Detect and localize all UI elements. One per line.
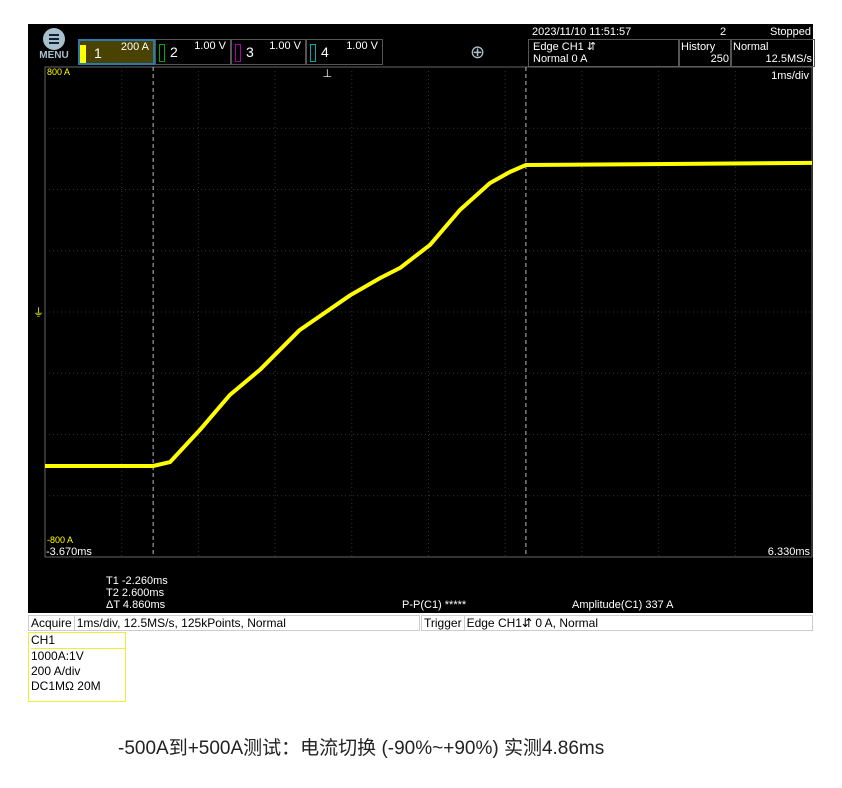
- waveform-ch1: [45, 160, 813, 468]
- menu-icon: [43, 28, 65, 50]
- channel-2-button[interactable]: 2 1.00 V: [155, 39, 231, 65]
- x-right-label: 6.330ms: [767, 546, 810, 558]
- channel-4-button[interactable]: 4 1.00 V: [306, 39, 383, 65]
- trigger-position-marker: ⊥: [322, 68, 332, 80]
- waveform-plot: ⏚⊥: [33, 66, 813, 558]
- menu-button[interactable]: MENU: [36, 28, 72, 66]
- measure-amplitude: Amplitude(C1) 337 A: [572, 599, 674, 611]
- acquire-bar[interactable]: Acquire 1ms/div, 12.5MS/s, 125kPoints, No…: [28, 615, 420, 631]
- oscilloscope-screen: MENU 1 200 A 2 1.00 V 3 1.00 V 4 1.00 V …: [28, 24, 815, 613]
- y-top-label: 800 A: [47, 67, 71, 77]
- timebase-label: 1ms/div: [771, 70, 809, 82]
- cursor-t2: T2 2.600ms: [106, 587, 165, 599]
- channel-1-button[interactable]: 1 200 A: [78, 39, 155, 65]
- channel-3-button[interactable]: 3 1.00 V: [231, 39, 306, 65]
- x-left-label: -3.670ms: [46, 546, 92, 558]
- caption: -500A到+500A测试：电流切换 (-90%~+90%) 实测4.86ms: [118, 738, 605, 759]
- zoom-in-icon[interactable]: ⊕: [470, 42, 486, 62]
- trigger-bar[interactable]: Trigger Edge CH1⇵ 0 A, Normal: [421, 615, 813, 631]
- ground-marker: ⏚: [33, 306, 44, 319]
- measure-pp: P-P(C1) *****: [402, 599, 467, 611]
- y-bottom-label: -800 A: [47, 535, 74, 545]
- cursor-dt: ΔT 4.860ms: [106, 599, 166, 611]
- cursor-t1: T1 -2.260ms: [106, 575, 168, 587]
- run-state[interactable]: Stopped: [770, 26, 811, 38]
- ch1-info-box[interactable]: CH1 1000A:1V 200 A/div DC1MΩ 20M: [28, 632, 126, 702]
